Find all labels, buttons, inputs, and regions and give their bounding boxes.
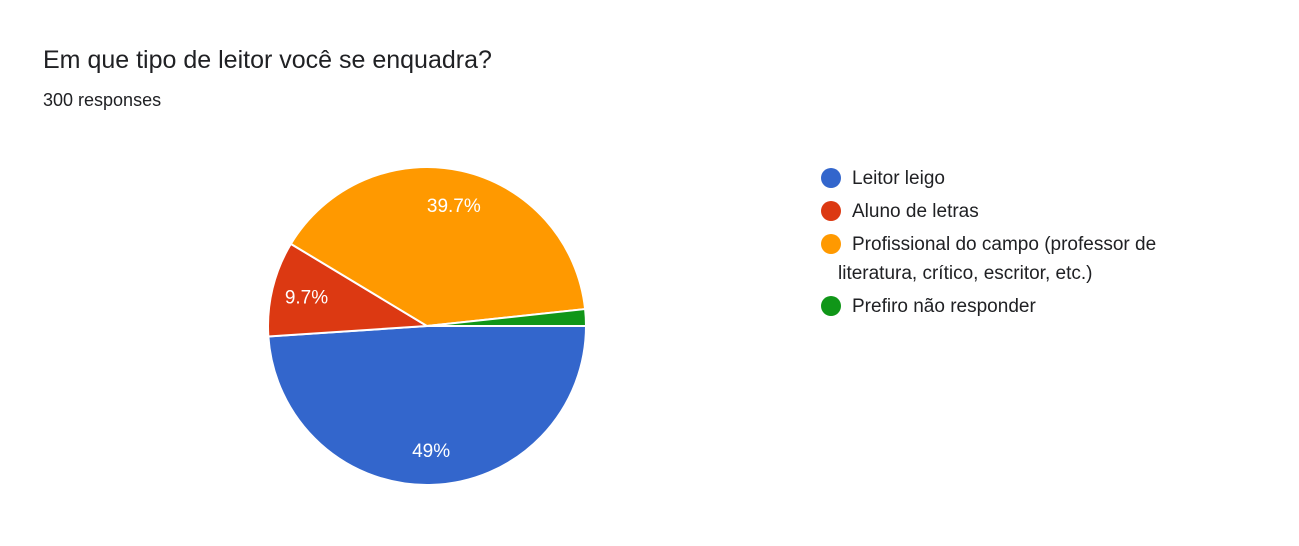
pie-slice[interactable] xyxy=(267,325,588,487)
chart-title: Em que tipo de leitor você se enquadra? xyxy=(43,46,492,74)
legend-label: Leitor leigo xyxy=(852,168,945,189)
legend-dot-icon xyxy=(821,168,841,188)
pie-slice-labels: 49% 9.7% 39.7% xyxy=(285,196,481,462)
response-count: 300 responses xyxy=(43,90,162,110)
pie-slice-label: 49% xyxy=(412,441,450,462)
legend-dot-icon xyxy=(821,234,841,254)
legend-label: Profissional do campo (professor de xyxy=(852,234,1157,255)
legend-item-prefiro-nao-responder[interactable]: Prefiro não responder xyxy=(821,292,1241,321)
legend-label: Prefiro não responder xyxy=(852,296,1036,317)
legend-dot-icon xyxy=(821,296,841,316)
legend-dot-icon xyxy=(821,201,841,221)
pie-slice[interactable] xyxy=(289,166,587,328)
legend-item-leitor-leigo[interactable]: Leitor leigo xyxy=(821,164,1241,193)
legend-item-profissional-do-campo[interactable]: Profissional do campo (professor de lite… xyxy=(821,230,1241,288)
legend-label-line2: literatura, crítico, escritor, etc.) xyxy=(838,263,1093,284)
pie-slice-label: 9.7% xyxy=(285,288,328,309)
pie-slice-label: 39.7% xyxy=(427,196,481,217)
legend-label: Aluno de letras xyxy=(852,201,979,222)
chart-legend: Leitor leigo Aluno de letras Profissiona… xyxy=(821,164,1241,325)
legend-item-aluno-de-letras[interactable]: Aluno de letras xyxy=(821,197,1241,226)
pie-slices xyxy=(267,166,588,487)
pie-slice[interactable] xyxy=(267,242,431,338)
pie-slice[interactable] xyxy=(426,307,588,327)
